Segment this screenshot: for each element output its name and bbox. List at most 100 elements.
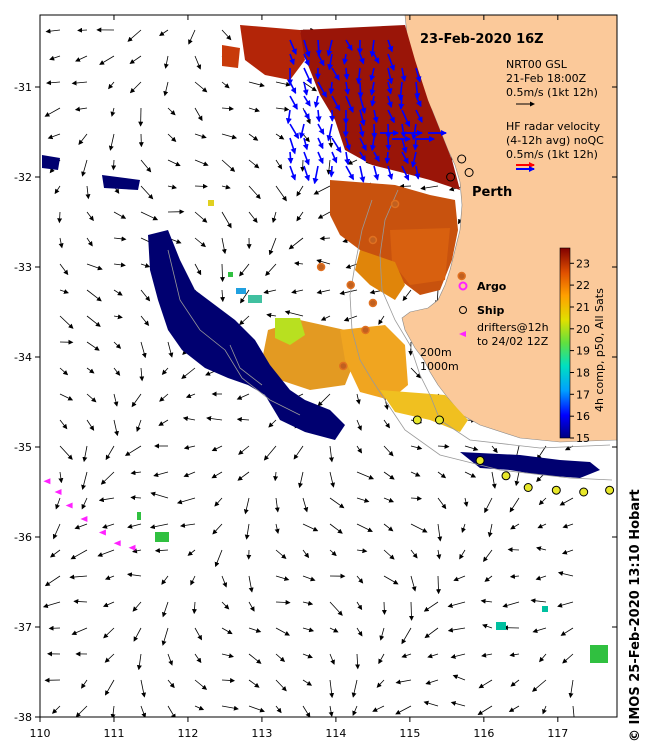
hf-vector <box>345 165 355 181</box>
x-tick-label: 113 <box>251 727 272 740</box>
ship-marker <box>475 456 485 465</box>
current-vector <box>59 367 69 376</box>
colorbar-title: 4h comp, p50, All Sats <box>593 288 606 412</box>
current-vector <box>319 235 331 241</box>
current-vector <box>194 705 205 711</box>
current-vector <box>296 211 304 222</box>
current-vector <box>328 705 334 717</box>
current-vector <box>113 419 119 437</box>
current-vector <box>113 289 123 296</box>
current-vector <box>268 419 277 428</box>
current-vector <box>302 81 317 92</box>
current-vector <box>535 575 547 581</box>
map-title: 23-Feb-2020 16Z <box>420 32 544 47</box>
hf-vector <box>370 95 376 107</box>
current-vector <box>159 29 169 37</box>
current-vector <box>423 700 439 707</box>
current-vector <box>70 549 88 560</box>
current-vector <box>502 601 520 608</box>
current-vector <box>49 55 61 61</box>
current-vector <box>139 367 145 382</box>
drifter-tracks <box>43 478 136 551</box>
current-vector <box>167 159 181 167</box>
current-vector <box>302 523 319 532</box>
current-vector <box>510 679 520 687</box>
hf-vector <box>331 95 341 112</box>
hf-vector <box>317 81 327 98</box>
current-vector <box>248 159 260 169</box>
current-vector <box>240 289 250 304</box>
ship-marker <box>605 485 615 495</box>
y-tick-label: -34 <box>14 351 32 364</box>
ship-marker <box>412 415 422 425</box>
current-vector <box>212 523 223 535</box>
current-vector <box>52 523 61 540</box>
current-vector <box>507 547 520 553</box>
current-vector <box>302 575 316 582</box>
drifter-marker <box>80 516 88 522</box>
hf-vector <box>328 81 335 95</box>
current-vector <box>437 471 447 479</box>
current-vector <box>410 523 428 533</box>
argo-marker <box>361 325 370 335</box>
current-vector <box>383 575 399 585</box>
hf-vector <box>331 151 338 164</box>
colorbar: 23 22 21 20 19 18 17 16 15 4h comp, p50, All Sat… <box>559 247 606 445</box>
ship-marker <box>501 471 511 481</box>
current-vector <box>167 184 177 190</box>
hf-vector <box>302 81 309 96</box>
current-vector <box>188 29 196 45</box>
legend-gsl-line3: 0.5m/s (1kt 12h) <box>506 86 598 99</box>
current-vector <box>302 653 313 659</box>
hf-vector <box>303 67 312 85</box>
hf-vector <box>387 39 394 53</box>
current-vector <box>85 185 91 200</box>
hf-vector <box>289 81 297 94</box>
current-vector <box>450 653 466 659</box>
hf-vector <box>313 95 320 108</box>
current-vector <box>530 598 547 604</box>
current-vector <box>248 185 261 200</box>
legend-isobath-200: 200m <box>420 346 452 359</box>
current-vector <box>161 575 169 585</box>
current-vector <box>536 546 547 552</box>
current-vector <box>69 574 88 580</box>
current-vector <box>243 497 250 515</box>
current-vector <box>383 549 395 560</box>
hf-vector <box>400 67 407 82</box>
current-vector <box>329 549 337 557</box>
current-vector <box>248 133 259 141</box>
current-vector <box>103 627 115 639</box>
current-vector <box>291 289 304 295</box>
current-vector <box>298 471 304 489</box>
current-vector <box>509 652 520 658</box>
current-vector <box>383 471 395 480</box>
current-vector <box>183 444 196 450</box>
ship-track <box>412 154 615 497</box>
current-vector <box>136 653 142 671</box>
argo-floats <box>316 199 466 371</box>
current-vector <box>248 705 265 713</box>
hf-vector <box>387 53 396 72</box>
current-vector <box>372 705 385 712</box>
hf-vector <box>415 109 423 123</box>
current-vector <box>410 495 423 501</box>
current-vector <box>395 705 412 715</box>
current-vector <box>326 159 332 175</box>
hf-vector <box>289 123 300 140</box>
current-vector <box>57 211 63 224</box>
current-vector <box>248 679 260 688</box>
current-vector <box>161 367 169 375</box>
hf-vector <box>359 151 366 162</box>
current-vector <box>248 653 262 664</box>
current-vector <box>183 471 196 478</box>
legend-argo-icon <box>458 281 468 291</box>
current-vector <box>153 471 169 478</box>
legend-drifter-icon <box>459 331 466 337</box>
current-vector <box>275 705 282 714</box>
current-vector <box>510 523 520 530</box>
hf-vector <box>312 165 319 185</box>
current-vector <box>478 679 493 689</box>
current-vector <box>214 549 223 568</box>
